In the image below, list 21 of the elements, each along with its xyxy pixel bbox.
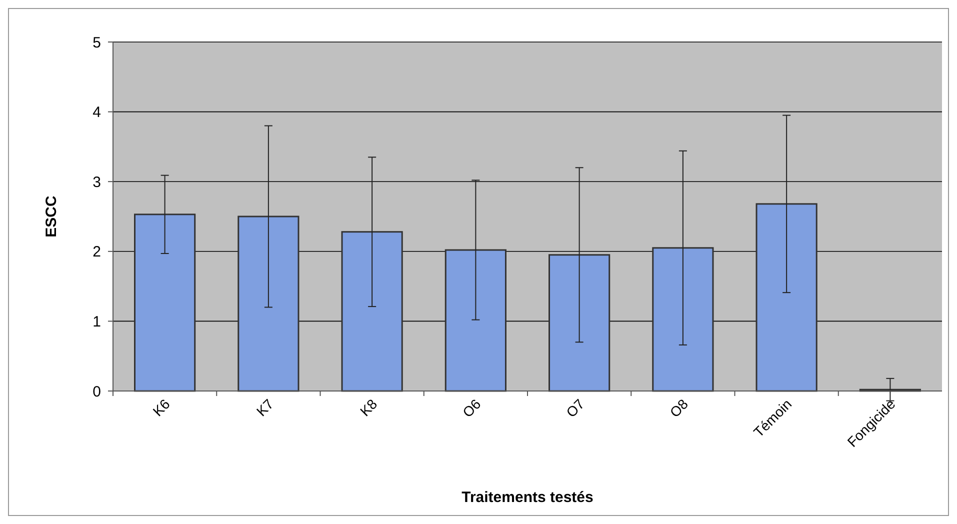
x-tick-label: K7 (253, 396, 277, 420)
x-axis-title: Traitements testés (462, 489, 594, 506)
x-tick-label: K6 (150, 396, 174, 420)
bar (652, 247, 714, 392)
bar (341, 231, 403, 392)
y-tick-label: 5 (92, 34, 101, 52)
bar (134, 214, 196, 392)
bar (548, 254, 610, 392)
bar (756, 203, 818, 392)
y-tick-label: 4 (92, 104, 101, 122)
x-tick-label: O6 (459, 396, 484, 420)
y-tick-label: 0 (92, 383, 101, 400)
y-axis-title: ESCC (43, 196, 60, 238)
bar (444, 249, 506, 392)
x-tick-label: O8 (666, 396, 692, 420)
y-tick-label: 1 (92, 313, 101, 330)
x-tick-label: K8 (356, 396, 380, 420)
bar (238, 216, 300, 392)
x-tick-label: O7 (562, 396, 588, 420)
y-tick-label: 3 (92, 174, 101, 191)
y-tick-label: 2 (92, 244, 101, 261)
